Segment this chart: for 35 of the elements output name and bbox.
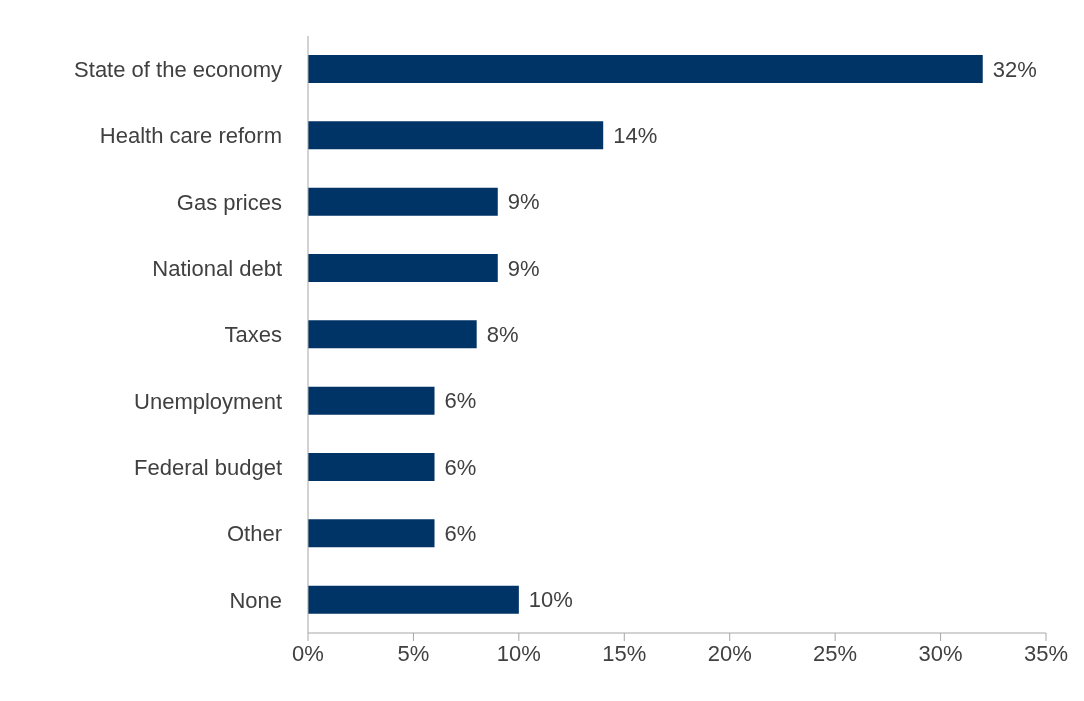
y-tick-label: State of the economy xyxy=(74,56,282,82)
bar xyxy=(308,55,983,83)
data-label: 9% xyxy=(507,189,540,215)
x-tick-label: 35% xyxy=(1023,640,1069,666)
x-tick-label: 5% xyxy=(397,640,430,666)
data-label: 14% xyxy=(613,123,658,149)
data-label: 6% xyxy=(444,521,477,547)
y-tick-label: Federal budget xyxy=(134,454,282,480)
bar xyxy=(308,254,498,282)
y-tick-label: Other xyxy=(226,521,282,547)
bar xyxy=(308,453,435,481)
data-label: 6% xyxy=(444,454,477,480)
y-tick-label: Gas prices xyxy=(176,189,282,215)
x-tick-label: 25% xyxy=(813,640,858,666)
x-tick-label: 15% xyxy=(602,640,647,666)
data-label: 8% xyxy=(486,322,519,348)
y-tick-label: None xyxy=(229,587,282,613)
bar xyxy=(308,187,498,216)
y-tick-label: National debt xyxy=(152,255,282,281)
data-label: 32% xyxy=(992,56,1037,82)
data-label: 10% xyxy=(528,587,573,613)
bar xyxy=(308,121,604,150)
y-tick-label: Unemployment xyxy=(134,388,282,414)
data-label: 9% xyxy=(507,255,540,281)
y-tick-label: Health care reform xyxy=(99,123,282,149)
x-tick-label: 30% xyxy=(918,640,963,666)
bar xyxy=(308,519,435,548)
bar xyxy=(308,585,519,614)
bar xyxy=(308,386,435,415)
y-tick-label: Taxes xyxy=(224,322,282,348)
x-tick-label: 20% xyxy=(707,640,752,666)
x-tick-label: 0% xyxy=(292,640,324,666)
bar xyxy=(308,320,477,349)
data-label: 6% xyxy=(444,388,477,414)
x-tick-label: 10% xyxy=(496,640,541,666)
